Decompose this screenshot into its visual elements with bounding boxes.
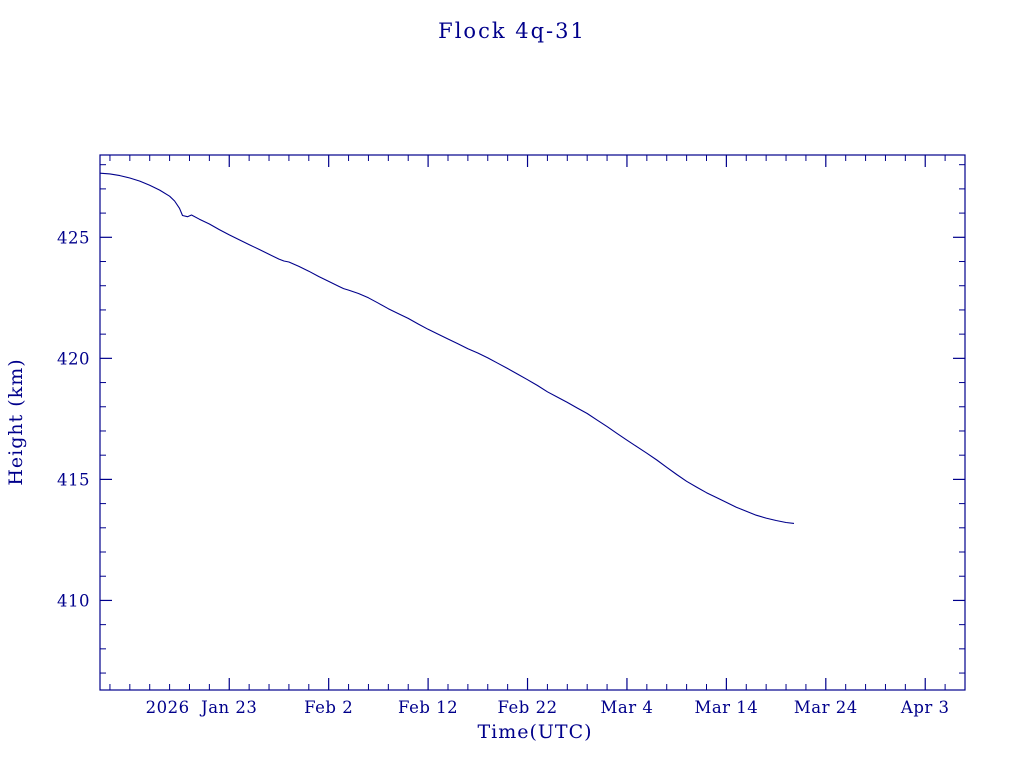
- plot-frame: [99, 154, 966, 691]
- x-tick-label: Apr 3: [900, 698, 950, 717]
- y-tick-label: 410: [57, 591, 90, 610]
- y-tick-label: 420: [57, 349, 90, 368]
- x-axis-year-label: 2026: [146, 698, 190, 717]
- y-axis-label: Height (km): [5, 358, 27, 485]
- x-tick-label: Mar 4: [601, 698, 654, 717]
- height-series-line: [99, 172, 795, 524]
- x-tick-label: Feb 12: [398, 698, 458, 717]
- plot-area: 410 415 420 425 Jan 23 Feb 2 Feb 12 Feb 22 Mar 4…: [57, 154, 966, 717]
- x-tick-label: Mar 24: [794, 698, 858, 717]
- x-tick-label: Mar 14: [694, 698, 758, 717]
- x-tick-label: Feb 22: [497, 698, 557, 717]
- x-tick-label: Jan 23: [199, 698, 257, 717]
- x-axis-label: Time(UTC): [477, 721, 592, 743]
- x-tick-label: Feb 2: [304, 698, 353, 717]
- y-tick-label: 425: [57, 228, 90, 247]
- y-tick-label: 415: [57, 470, 90, 489]
- chart-title: Flock 4q-31: [438, 19, 586, 43]
